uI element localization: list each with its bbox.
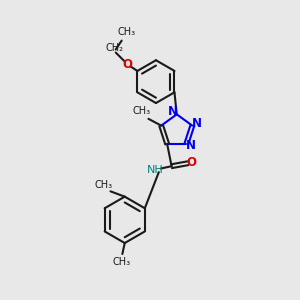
Text: CH₃: CH₃ bbox=[94, 180, 112, 190]
Text: N: N bbox=[186, 139, 196, 152]
Text: N: N bbox=[191, 117, 202, 130]
Text: CH₃: CH₃ bbox=[133, 106, 151, 116]
Text: CH₂: CH₂ bbox=[105, 43, 123, 53]
Text: O: O bbox=[186, 156, 196, 169]
Text: N: N bbox=[168, 106, 178, 118]
Text: CH₃: CH₃ bbox=[118, 27, 136, 37]
Text: NH: NH bbox=[147, 165, 164, 175]
Text: CH₃: CH₃ bbox=[112, 257, 130, 267]
Text: O: O bbox=[122, 58, 132, 71]
